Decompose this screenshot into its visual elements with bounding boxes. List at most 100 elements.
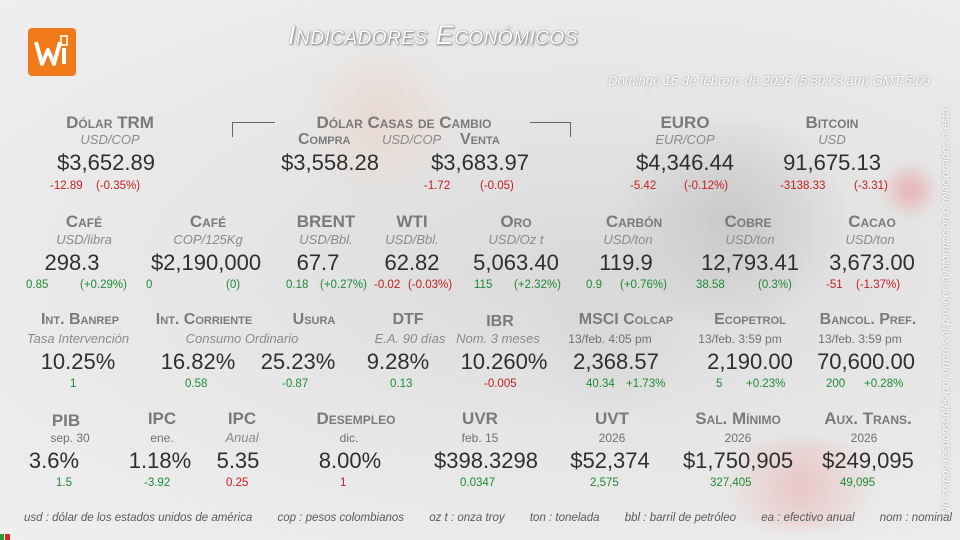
cafe-cop-change: 0 [146, 279, 153, 291]
corriente-unit: Consumo Ordinario [185, 331, 299, 346]
page-title: Indicadores Económicos [288, 20, 578, 50]
glossary-nom: nom : nominal [879, 512, 952, 524]
desempleo-change: 1 [340, 477, 347, 489]
euro-unit: EUR/COP [655, 132, 715, 147]
uvr-change: 0.0347 [460, 477, 496, 489]
cobre-percent: (0.3%) [758, 279, 792, 291]
disclaimer: No somos responsables por errores al pro… [936, 95, 956, 525]
usura-change: -0.87 [282, 378, 309, 390]
cobre-value: 12,793.41 [701, 250, 799, 275]
ipc-month-name: IPC [147, 409, 177, 428]
carbon-name: Carbón [605, 212, 663, 231]
banrep-change: 1 [70, 378, 77, 390]
ipc-annual-unit: Anual [225, 430, 259, 445]
trm-value: $3,652.89 [57, 150, 155, 175]
ipc-annual-change: 0.25 [226, 477, 249, 489]
ibr-value: 10.260% [460, 349, 548, 374]
ibr-name: IBR [486, 313, 514, 330]
bitcoin-unit: USD [818, 132, 846, 147]
cacao-change: -51 [826, 279, 843, 291]
salario-name: Sal. Mínimo [695, 409, 781, 428]
oro-name: Oro [500, 212, 532, 231]
auxilio-change: 49,095 [840, 477, 876, 489]
glossary-ea: ea : efectivo anual [761, 512, 855, 524]
desempleo-name: Desempleo [316, 409, 396, 428]
oro-value: 5,063.40 [473, 250, 559, 275]
ecopetrol-date: 13/feb. 3:59 pm [698, 332, 782, 346]
wti-value: 62.82 [384, 250, 440, 275]
bitcoin-change: -3138.33 [780, 180, 826, 192]
euro-percent: (-0.12%) [684, 180, 729, 192]
cafe-cop-percent: (0) [226, 279, 241, 291]
oro-change: 115 [474, 279, 493, 291]
trm-percent: (-0.35%) [96, 180, 141, 192]
auxilio-name: Aux. Trans. [824, 409, 912, 428]
desempleo-date: dic. [339, 431, 359, 445]
uvr-date: feb. 15 [461, 431, 499, 445]
bancolombia-date: 13/feb. 3:59 pm [818, 332, 902, 346]
euro-name: EURO [660, 113, 710, 132]
brent-change: 0.18 [286, 279, 309, 291]
flag-icon [0, 534, 10, 540]
colcap-date: 13/feb. 4:05 pm [568, 332, 652, 346]
dtf-value: 9.28% [366, 349, 430, 374]
compra-label: Compra [298, 131, 351, 148]
brent-percent: (+0.27%) [320, 279, 367, 291]
cafe-cop-name: Café [189, 212, 227, 231]
uvr-name: UVR [462, 409, 498, 428]
pib-date: sep. 30 [50, 431, 90, 445]
glossary-bbl: bbl : barril de petróleo [624, 512, 736, 524]
oro-unit: USD/Oz t [488, 232, 544, 247]
pib-value: 3.6% [28, 448, 80, 473]
glossary-ozt: oz t : onza troy [429, 512, 505, 524]
cafe-usd-name: Café [65, 212, 103, 231]
bancolombia-percent: +0.28% [864, 378, 904, 390]
cafe-usd-change: 0.85 [26, 279, 49, 291]
venta-value: $3,683.97 [431, 150, 529, 175]
usura-name: Usura [292, 311, 336, 328]
auxilio-value: $249,095 [822, 448, 914, 473]
compra-value: $3,558.28 [281, 150, 379, 175]
brand-logo [28, 28, 76, 76]
cafe-cop-value: $2,190,000 [150, 250, 262, 275]
bancolombia-name: Bancol. Pref. [819, 311, 917, 328]
cafe-cop-unit: COP/125Kg [173, 232, 243, 247]
datetime-label: Domingo 15 de febrero de 2026 (5:30:03 a… [608, 73, 930, 88]
cafe-usd-percent: (+0.29%) [80, 279, 127, 291]
trm-change: -12.89 [50, 180, 83, 192]
pib-change: 1.5 [56, 477, 72, 489]
venta-label: Venta [460, 131, 500, 148]
ibr-unit: Nom. 3 meses [456, 331, 540, 346]
dtf-change: 0.13 [390, 378, 413, 390]
cobre-name: Cobre [724, 212, 772, 231]
salario-value: $1,750,905 [682, 448, 794, 473]
banrep-name: Int. Banrep [40, 311, 120, 328]
uvt-value: $52,374 [570, 448, 650, 473]
wti-change: -0.02 [374, 279, 401, 291]
venta-change: -1.72 [424, 180, 451, 192]
casas-unit: USD/COP [382, 132, 442, 147]
colcap-change: 40.34 [586, 378, 615, 390]
bancolombia-change: 200 [826, 378, 846, 390]
glossary-usd: usd : dólar de los estados unidos de amé… [24, 512, 253, 524]
desempleo-value: 8.00% [318, 448, 382, 473]
casas-header: Dólar Casas de Cambio [316, 113, 492, 132]
uvt-change: 2,575 [590, 477, 619, 489]
carbon-value: 119.9 [599, 250, 653, 275]
wti-unit: USD/Bbl. [385, 232, 439, 247]
salario-change: 327,405 [710, 477, 752, 489]
bracket-right [530, 122, 571, 137]
banrep-unit: Tasa Intervención [26, 331, 130, 346]
brent-value: 67.7 [296, 250, 340, 275]
corriente-name: Int. Corriente [155, 311, 253, 328]
bracket-left [232, 122, 275, 137]
pib-name: PIB [51, 411, 81, 430]
wti-percent: (-0.03%) [408, 279, 453, 291]
euro-value: $4,346.44 [636, 150, 734, 175]
cafe-usd-unit: USD/libra [56, 232, 112, 247]
carbon-percent: (+0.76%) [620, 279, 667, 291]
auxilio-date: 2026 [850, 431, 878, 445]
venta-percent: (-0.05) [480, 180, 514, 192]
ecopetrol-name: Ecopetrol [714, 311, 786, 328]
salario-date: 2026 [724, 431, 752, 445]
